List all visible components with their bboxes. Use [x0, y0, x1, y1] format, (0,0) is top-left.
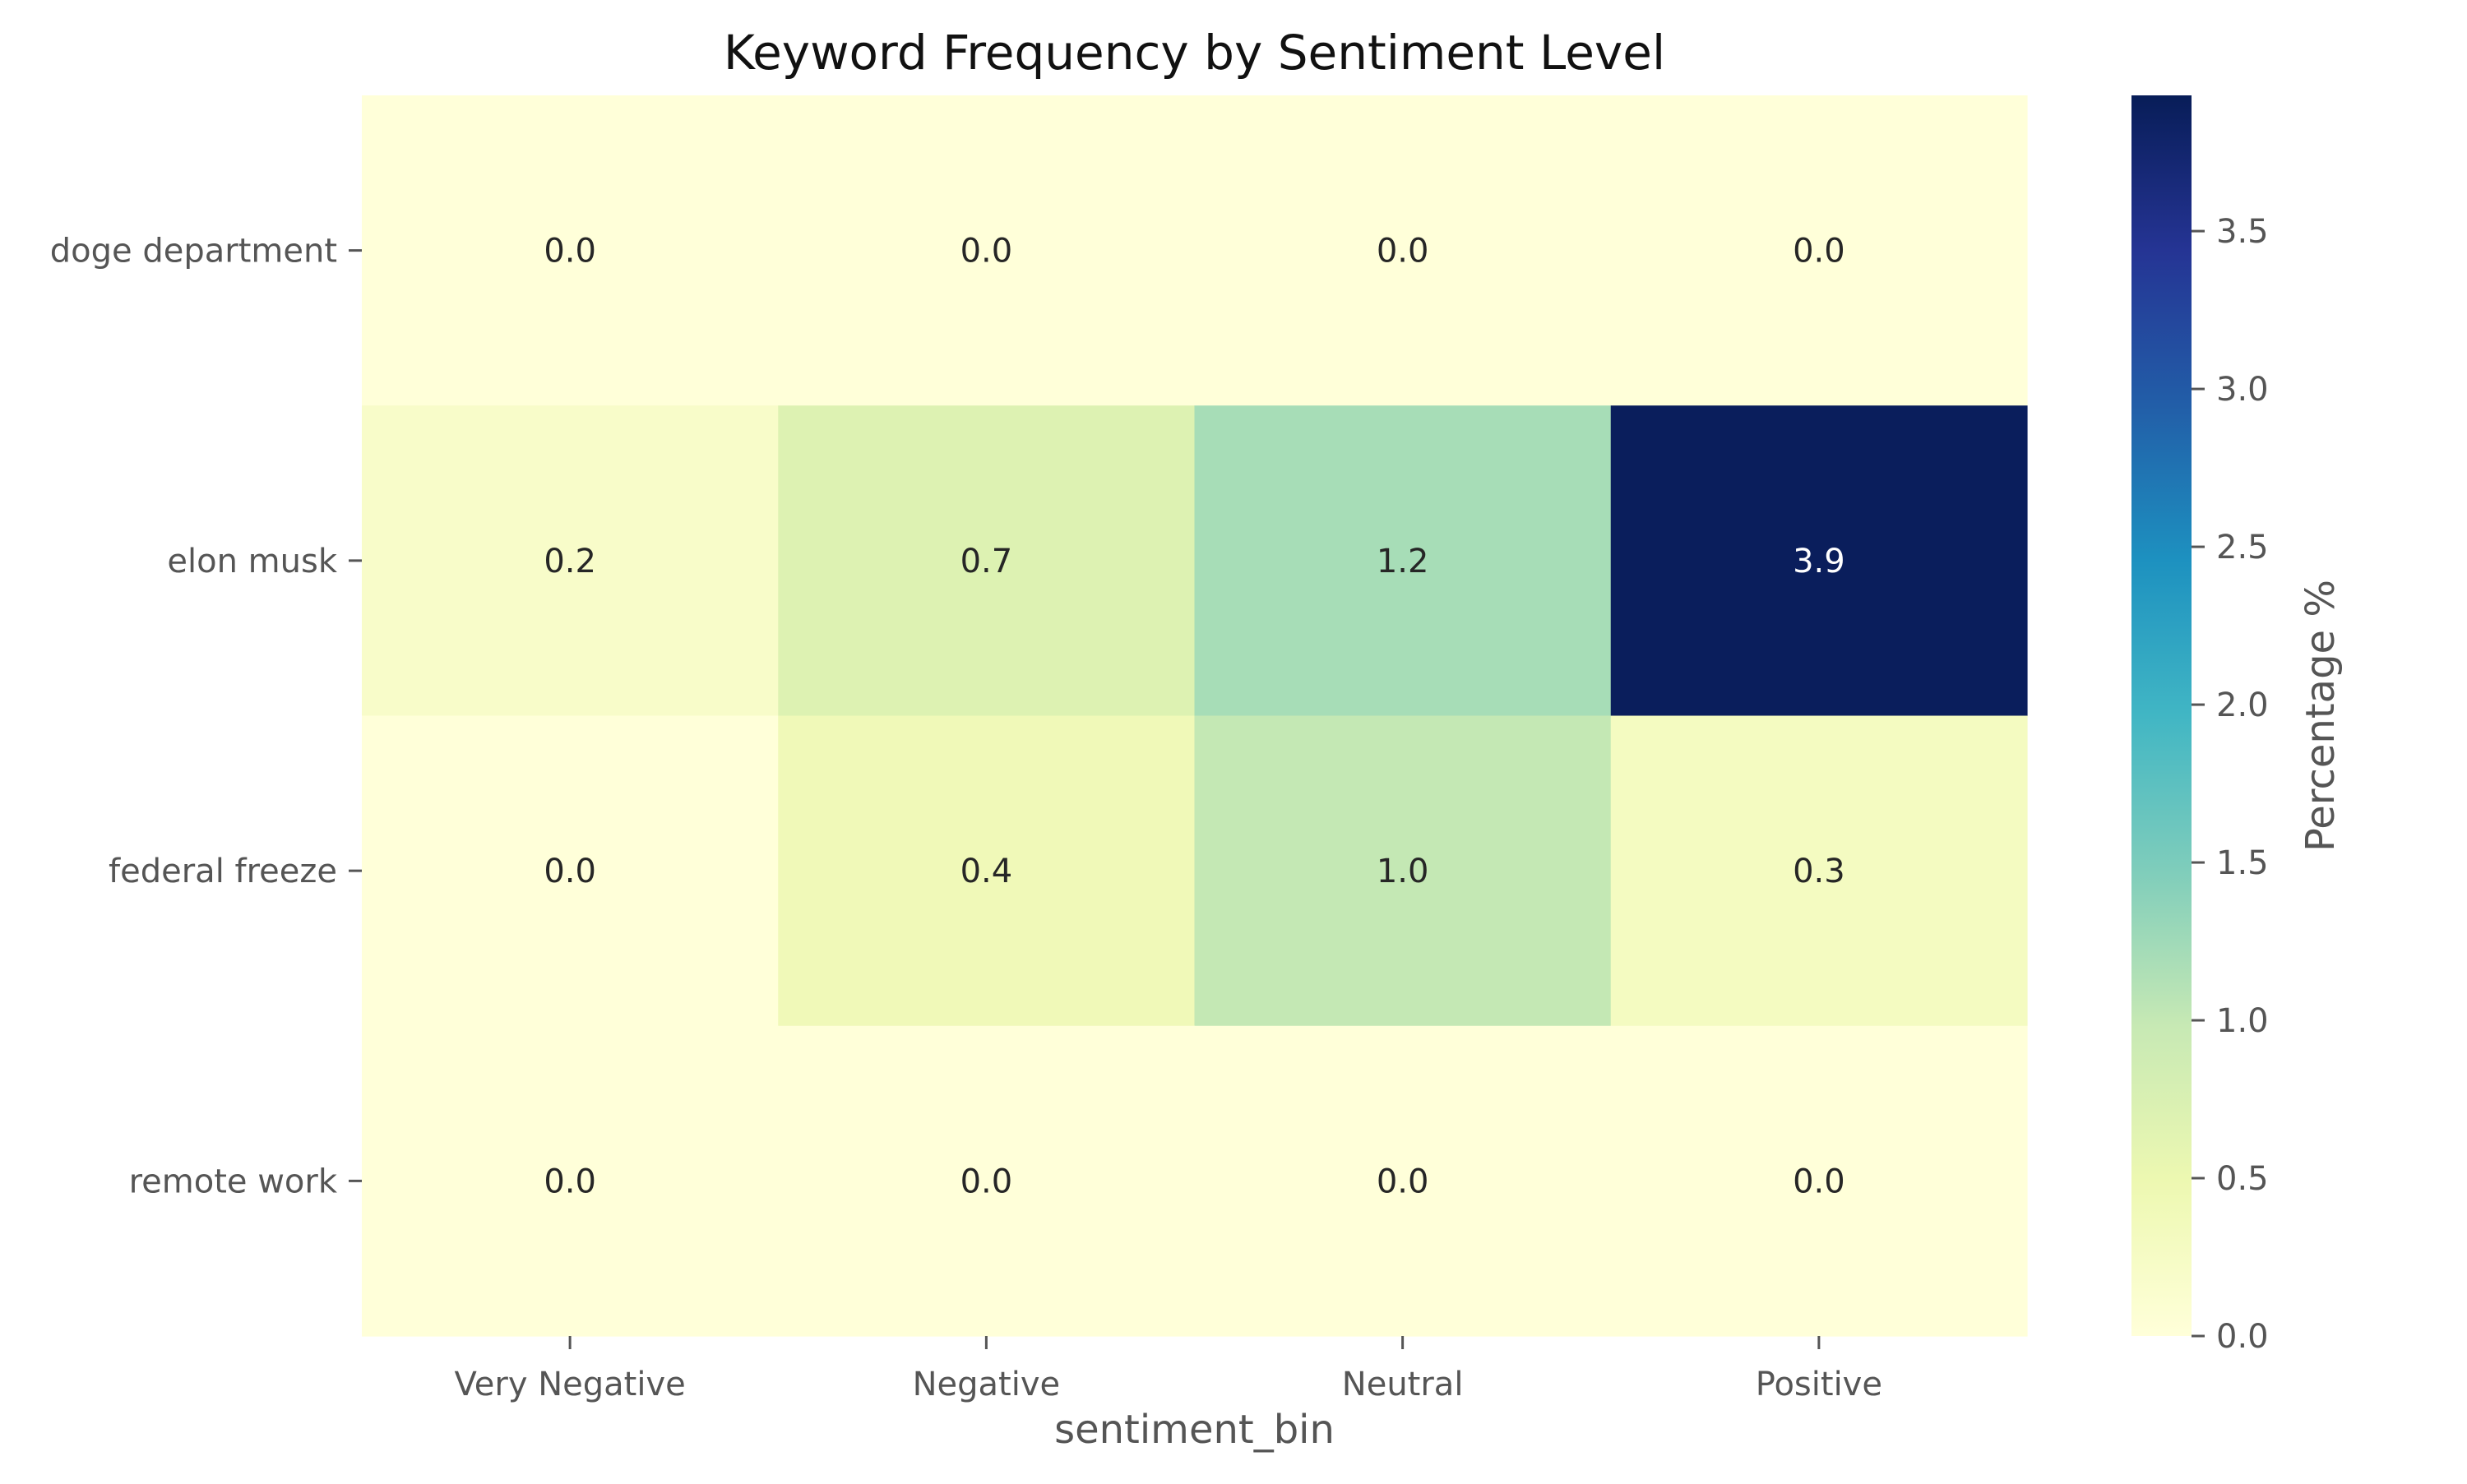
heatmap-cell-federal-freeze-negative	[778, 715, 1196, 1027]
cell-value-label: 0.0	[1377, 233, 1429, 270]
x-tick-label: Positive	[1756, 1366, 1882, 1403]
x-tick-label: Neutral	[1342, 1366, 1464, 1403]
cell-value-label: 3.9	[1793, 543, 1845, 580]
x-tick-label: Negative	[913, 1366, 1061, 1403]
heatmap-cell-doge-department-negative	[778, 95, 1196, 406]
chart-title: Keyword Frequency by Sentiment Level	[724, 25, 1665, 81]
heatmap-cell-remote-work-negative	[778, 1025, 1196, 1337]
heatmap-cell-doge-department-very-negative	[362, 95, 779, 406]
cell-value-label: 0.3	[1793, 853, 1845, 890]
heatmap-cell-elon-musk-positive	[1610, 405, 2028, 717]
heatmap-cell-elon-musk-neutral	[1194, 405, 1612, 717]
x-axis-label: sentiment_bin	[1054, 1407, 1335, 1453]
cell-value-label: 0.0	[960, 1163, 1013, 1200]
heatmap-cell-remote-work-neutral	[1194, 1025, 1612, 1337]
cell-value-label: 0.4	[960, 853, 1013, 890]
colorbar-tick-label: 2.0	[2216, 687, 2269, 724]
cell-value-label: 0.2	[544, 543, 596, 580]
colorbar-tick-label: 0.5	[2216, 1160, 2269, 1198]
colorbar-gradient	[2131, 95, 2192, 1336]
cell-value-label: 1.2	[1377, 543, 1429, 580]
colorbar-label: Percentage %	[2298, 580, 2344, 852]
cell-value-label: 0.0	[1793, 233, 1845, 270]
heatmap-cell-federal-freeze-neutral	[1194, 715, 1612, 1027]
heatmap-cell-elon-musk-negative	[778, 405, 1196, 717]
colorbar-tick-label: 0.0	[2216, 1318, 2269, 1356]
x-axis: Very Negative Negative Neutral Positive	[455, 1336, 1882, 1403]
heatmap-cell-doge-department-positive	[1610, 95, 2028, 406]
y-axis: doge department elon musk federal freeze re…	[50, 233, 362, 1200]
colorbar-ticks: 0.0 0.5 1.0 1.5 2.0 2.5 3.0 3.5	[2192, 213, 2269, 1356]
colorbar-tick-label: 1.5	[2216, 844, 2269, 882]
cell-value-label: 0.0	[544, 853, 596, 890]
cell-value-label: 0.0	[544, 233, 596, 270]
cell-value-label: 1.0	[1377, 853, 1429, 890]
colorbar-tick-label: 1.0	[2216, 1002, 2269, 1040]
heatmap-cell-doge-department-neutral	[1194, 95, 1612, 406]
cell-value-label: 0.0	[1793, 1163, 1845, 1200]
heatmap-cell-federal-freeze-positive	[1610, 715, 2028, 1027]
colorbar-tick-label: 3.5	[2216, 213, 2269, 251]
colorbar-tick-label: 2.5	[2216, 529, 2269, 566]
cell-value-label: 0.7	[960, 543, 1013, 580]
heatmap-cell-federal-freeze-very-negative	[362, 715, 779, 1027]
cell-value-label: 0.0	[960, 233, 1013, 270]
y-tick-label: doge department	[50, 233, 337, 270]
heatmap-cell-remote-work-very-negative	[362, 1025, 779, 1337]
y-tick-label: federal freeze	[109, 853, 337, 890]
heatmap-cells: 0.0 0.0 0.0 0.0 0.2 0.7 1.2 3.9 0.0 0.4 1.0 0.3 0.0 0…	[362, 95, 2028, 1337]
heatmap-cell-elon-musk-very-negative	[362, 405, 779, 717]
cell-value-label: 0.0	[1377, 1163, 1429, 1200]
colorbar-tick-label: 3.0	[2216, 371, 2269, 409]
colorbar: 0.0 0.5 1.0 1.5 2.0 2.5 3.0 3.5 Percentage %	[2131, 95, 2344, 1356]
y-tick-label: remote work	[129, 1163, 338, 1200]
x-tick-label: Very Negative	[455, 1366, 686, 1403]
y-tick-label: elon musk	[167, 543, 337, 580]
heatmap-cell-remote-work-positive	[1610, 1025, 2028, 1337]
cell-value-label: 0.0	[544, 1163, 596, 1200]
